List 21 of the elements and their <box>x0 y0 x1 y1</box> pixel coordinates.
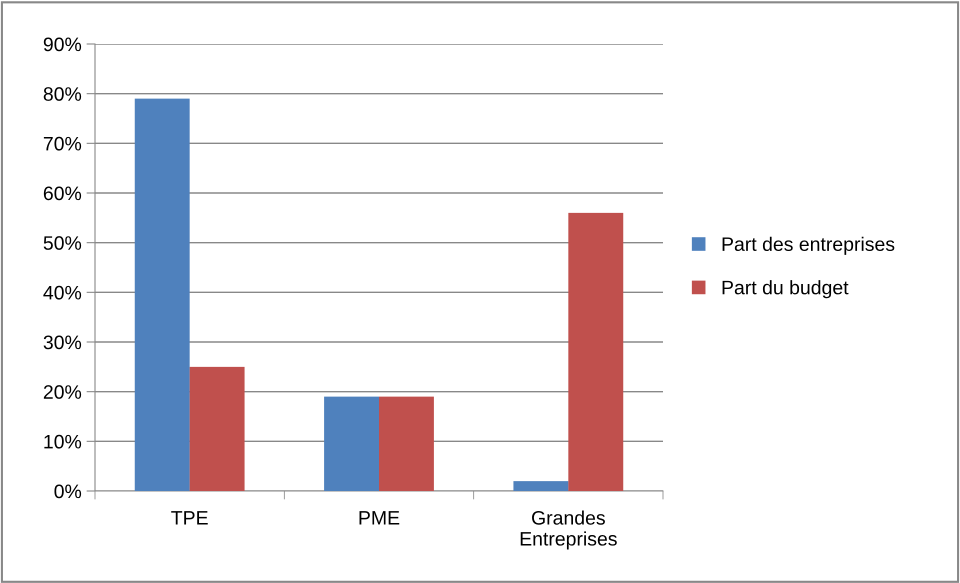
bar <box>324 396 379 491</box>
x-tick-label: TPE <box>171 511 208 525</box>
y-tick-label: 70% <box>44 136 82 151</box>
y-tick-label: 20% <box>44 385 82 399</box>
x-tick-label: Grandes Entreprises <box>520 510 617 550</box>
y-tick-label: 40% <box>43 286 82 300</box>
bar <box>513 481 568 491</box>
legend-label: Part des entreprises <box>722 236 894 255</box>
bar <box>134 98 190 491</box>
y-tick-label: 30% <box>44 335 82 350</box>
y-tick-label: 0% <box>54 484 82 498</box>
y-tick-label: 90% <box>44 37 82 52</box>
y-tick-label: 50% <box>44 236 82 250</box>
bar <box>190 366 245 491</box>
y-tick-label: 80% <box>44 87 82 101</box>
x-tick-label: PME <box>360 511 400 525</box>
bar <box>568 212 624 491</box>
bar <box>379 396 434 491</box>
legend-label: Part du budget <box>722 280 848 298</box>
y-tick-label: 60% <box>44 186 82 200</box>
y-tick-label: 10% <box>44 434 82 449</box>
